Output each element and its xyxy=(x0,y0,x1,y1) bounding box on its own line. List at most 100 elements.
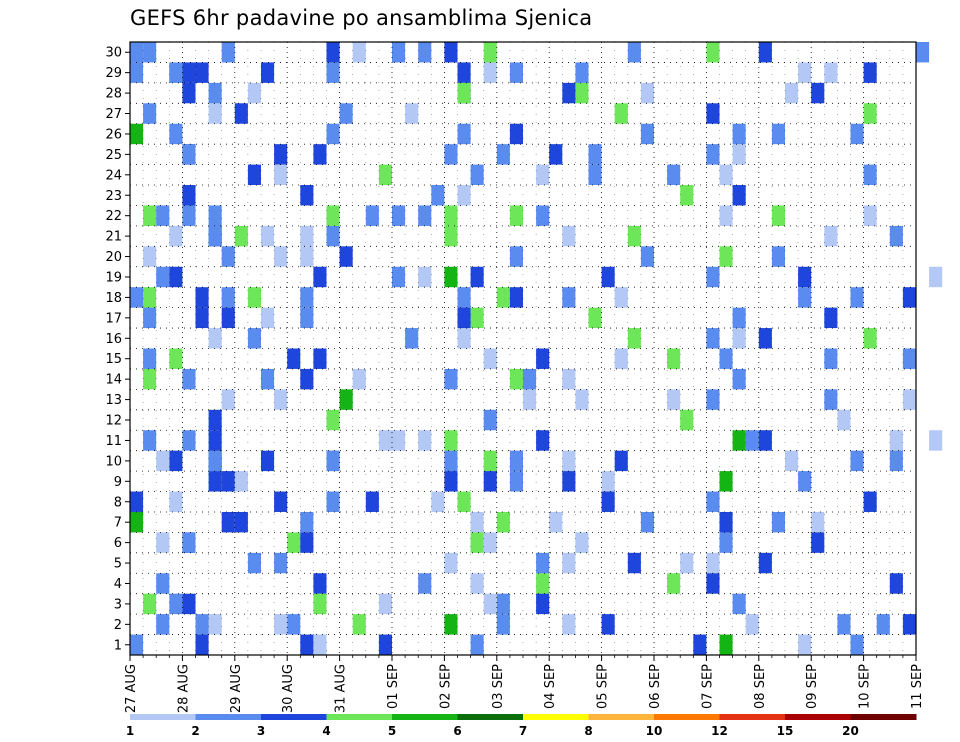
precip-cell xyxy=(732,144,746,165)
precip-cell xyxy=(378,430,392,451)
precip-cell xyxy=(156,266,170,288)
precip-cell xyxy=(575,82,589,104)
precip-cell xyxy=(444,144,458,165)
colorbar-label: 20 xyxy=(842,724,859,738)
precip-cell xyxy=(863,491,877,512)
precip-cell xyxy=(562,287,576,308)
precip-cell xyxy=(588,307,602,329)
precip-cell xyxy=(536,205,550,226)
precip-cell xyxy=(771,123,785,145)
precip-cell xyxy=(496,614,510,635)
precip-cell xyxy=(234,103,248,124)
precip-cell xyxy=(640,123,654,145)
precip-cell xyxy=(300,225,314,247)
y-tick-label: 12 xyxy=(105,414,122,429)
x-tick-label: 30 AUG xyxy=(281,664,296,713)
precip-cell xyxy=(208,430,222,451)
precip-cell xyxy=(182,205,196,226)
precip-cell xyxy=(693,634,707,655)
precip-cell xyxy=(627,552,641,574)
precip-cell xyxy=(496,144,510,165)
precip-cell xyxy=(300,185,314,206)
colorbar-label: 8 xyxy=(584,724,592,738)
precip-cell xyxy=(378,164,392,186)
precip-cell xyxy=(274,552,288,574)
precip-cell xyxy=(457,82,471,104)
precip-cell xyxy=(143,205,157,226)
precip-cell xyxy=(719,634,733,655)
precip-cell xyxy=(785,450,799,472)
precip-cell xyxy=(470,532,484,553)
precip-cell xyxy=(483,62,497,83)
precip-cell xyxy=(771,246,785,267)
precip-cell xyxy=(195,614,209,635)
precip-cell xyxy=(143,348,157,369)
precip-cell xyxy=(627,42,641,63)
colorbar-layer: 1 2 3 4 5 6 7 8 10 12 15 20 xyxy=(126,714,917,738)
precip-cell xyxy=(326,491,340,512)
precip-cell xyxy=(457,185,471,206)
precip-cell xyxy=(824,307,838,329)
precip-cell xyxy=(169,348,183,369)
y-tick-label: 27 xyxy=(105,107,122,122)
y-tick-label: 19 xyxy=(105,270,122,285)
x-tick-label: 27 AUG xyxy=(124,664,139,713)
precip-cell xyxy=(444,266,458,288)
precip-cell xyxy=(876,614,890,635)
precip-cell xyxy=(444,225,458,247)
y-tick-label: 30 xyxy=(105,46,122,61)
precip-cell xyxy=(247,164,261,186)
precip-cell xyxy=(509,368,523,390)
precip-cell xyxy=(378,634,392,655)
precip-cell xyxy=(234,471,248,492)
precip-cell xyxy=(182,593,196,615)
precip-cell xyxy=(378,593,392,615)
precip-cell xyxy=(182,82,196,104)
precip-cell xyxy=(863,205,877,226)
precip-cell xyxy=(902,348,916,369)
precip-cell xyxy=(706,328,720,349)
precip-cell xyxy=(732,307,746,329)
precip-cell xyxy=(300,307,314,329)
precip-cell xyxy=(221,287,235,308)
precip-cell xyxy=(247,287,261,308)
precip-cell xyxy=(745,430,759,451)
precip-cell xyxy=(143,430,157,451)
precip-cell xyxy=(130,123,144,145)
y-tick-label: 17 xyxy=(105,311,122,326)
precip-cell xyxy=(208,103,222,124)
precip-cell xyxy=(221,42,235,63)
precip-cell xyxy=(732,368,746,390)
precip-cell xyxy=(640,511,654,533)
precip-cell xyxy=(208,614,222,635)
y-tick-label: 2 xyxy=(114,618,122,633)
precip-cell xyxy=(798,266,812,288)
precip-cell xyxy=(732,328,746,349)
precip-cell xyxy=(457,62,471,83)
precip-cell xyxy=(418,573,432,594)
precip-cell xyxy=(811,532,825,553)
precip-cell xyxy=(313,348,327,369)
precip-cell xyxy=(208,450,222,472)
precip-cell xyxy=(457,307,471,329)
precip-cell xyxy=(758,42,772,63)
precip-cell xyxy=(418,430,432,451)
precip-cell xyxy=(143,246,157,267)
x-tick-label: 09 SEP xyxy=(805,664,820,709)
colorbar-swatch xyxy=(785,714,851,720)
colorbar-label: 3 xyxy=(257,724,265,738)
precip-cell xyxy=(863,164,877,186)
y-tick-label: 18 xyxy=(105,291,122,306)
precip-cell xyxy=(156,532,170,553)
precip-cell xyxy=(902,389,916,410)
precip-cell xyxy=(824,62,838,83)
precip-cell xyxy=(444,614,458,635)
y-tick-label: 1 xyxy=(114,638,122,653)
precip-cell xyxy=(287,532,301,553)
precip-cell xyxy=(470,573,484,594)
precip-cell xyxy=(208,471,222,492)
y-tick-label: 20 xyxy=(105,250,122,265)
precip-cell xyxy=(444,205,458,226)
precip-cell xyxy=(418,205,432,226)
precip-cell xyxy=(824,348,838,369)
